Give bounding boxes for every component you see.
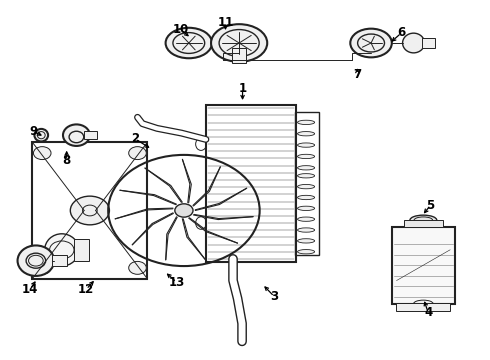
Text: 14: 14 [22,283,38,296]
Bar [206,105,296,262]
Circle shape [175,204,193,217]
Ellipse shape [297,120,315,125]
Ellipse shape [45,234,79,266]
Ellipse shape [403,33,424,53]
Bar [404,220,443,226]
Circle shape [33,261,51,274]
Bar [396,303,450,311]
Bar [32,142,147,279]
Text: 3: 3 [270,290,278,303]
Bar [392,226,455,304]
Ellipse shape [297,174,315,178]
Bar [422,38,435,48]
Circle shape [129,261,147,274]
Text: 1: 1 [239,82,246,95]
Text: 7: 7 [353,68,362,81]
Text: 9: 9 [30,125,38,138]
Bar [295,112,319,255]
Ellipse shape [297,249,315,254]
Ellipse shape [34,129,48,141]
Ellipse shape [297,143,315,147]
Ellipse shape [414,300,433,307]
Ellipse shape [297,239,315,243]
Bar [84,131,98,139]
Text: 12: 12 [78,283,95,296]
Text: 6: 6 [397,27,406,40]
Bar [52,255,67,266]
Text: 5: 5 [427,199,435,212]
Ellipse shape [297,184,315,189]
Circle shape [33,147,51,159]
Text: 4: 4 [424,306,432,319]
Ellipse shape [63,125,90,146]
Circle shape [71,196,109,225]
Ellipse shape [297,166,315,170]
Text: 8: 8 [63,154,71,167]
Ellipse shape [297,206,315,211]
Ellipse shape [297,217,315,221]
Ellipse shape [410,215,437,225]
Ellipse shape [297,131,315,136]
Bar [74,239,89,261]
Ellipse shape [350,29,392,57]
Ellipse shape [297,195,315,200]
Text: 10: 10 [172,23,189,36]
Ellipse shape [166,28,212,58]
Ellipse shape [297,228,315,232]
Text: 11: 11 [218,16,234,29]
Text: 13: 13 [169,276,185,289]
Ellipse shape [297,154,315,159]
Bar [232,48,246,63]
Text: 2: 2 [131,132,139,145]
Ellipse shape [18,246,54,276]
Circle shape [129,147,147,159]
Ellipse shape [211,24,267,62]
